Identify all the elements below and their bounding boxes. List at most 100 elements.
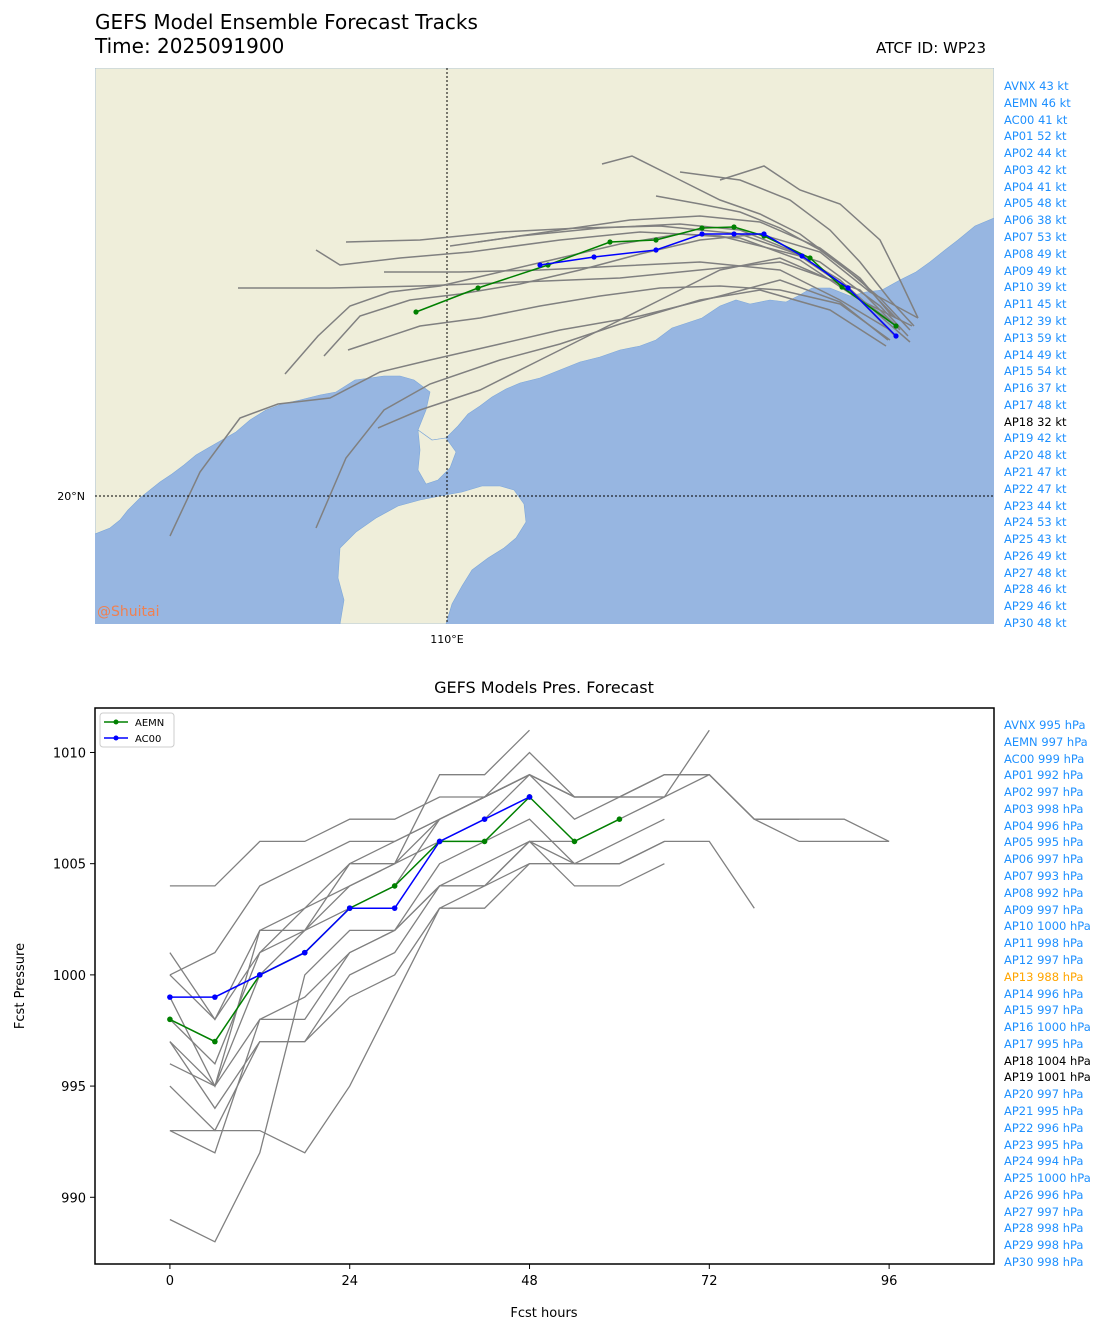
pressure-legend: AVNX 995 hPa AEMN 997 hPa AC00 999 hPa AP01… xyxy=(1004,717,1091,1271)
map-legend-item: AP04 41 kt xyxy=(1004,179,1067,194)
aemn-point xyxy=(481,838,488,845)
map-legend-item: AP18 32 kt xyxy=(1004,414,1067,429)
ac00-track-point xyxy=(537,262,543,268)
member-track xyxy=(315,289,887,529)
member-track xyxy=(384,261,891,331)
pressure-legend-item: AP30 998 hPa xyxy=(1004,1255,1084,1269)
map-legend-item: AP10 39 kt xyxy=(1004,280,1067,295)
ac00-track-point xyxy=(591,254,597,260)
map-legend-item: AP08 49 kt xyxy=(1004,246,1067,261)
lat-label: 20°N xyxy=(57,490,85,503)
map-legend-item: AP28 46 kt xyxy=(1004,582,1067,597)
pressure-legend-item: AP21 995 hPa xyxy=(1004,1103,1084,1118)
y-axis-label: Fcst Pressure xyxy=(13,943,28,1029)
member-track xyxy=(477,215,893,317)
member-track xyxy=(169,279,889,537)
pressure-legend-item: AVNX 995 hPa xyxy=(1004,718,1086,732)
series-legend: AEMN AC00 xyxy=(99,712,175,748)
map-legend-item: AP03 42 kt xyxy=(1004,162,1067,177)
aemn-track-point xyxy=(413,309,419,315)
map-legend-item: AP30 48 kt xyxy=(1004,616,1067,630)
map-legend-item: AP14 49 kt xyxy=(1004,347,1067,362)
ac00-point xyxy=(346,905,353,911)
ac00-track-point xyxy=(761,231,767,237)
member-line xyxy=(169,774,530,1021)
pressure-legend-item: AC00 999 hPa xyxy=(1004,751,1085,766)
legend-marker xyxy=(113,719,119,725)
aemn-track-point xyxy=(653,237,659,243)
ensemble-tracks xyxy=(169,155,919,537)
aemn-track-point xyxy=(475,285,481,291)
pressure-legend-item: AP19 1001 hPa xyxy=(1004,1070,1091,1085)
pressure-legend-item: AP04 996 hPa xyxy=(1004,818,1084,833)
pressure-legend-item: AP26 996 hPa xyxy=(1004,1187,1084,1202)
member-track xyxy=(345,225,909,337)
ac00-track-point xyxy=(845,285,851,291)
aemn-point xyxy=(616,816,623,822)
y-tick-label: 1000 xyxy=(53,969,86,984)
map-legend-item: AP25 43 kt xyxy=(1004,532,1067,547)
map-legend-item: AP17 48 kt xyxy=(1004,397,1067,412)
member-line xyxy=(169,818,665,1243)
ac00-track-point xyxy=(699,231,705,237)
ac00-track-point xyxy=(893,333,899,339)
x-tick-label: 0 xyxy=(166,1274,174,1289)
y-tick-label: 1010 xyxy=(53,746,86,761)
ac00-track-point xyxy=(653,247,659,253)
map-legend-item: AEMN 46 kt xyxy=(1004,95,1071,110)
pressure-legend-item: AP07 993 hPa xyxy=(1004,869,1084,884)
legend-label: AC00 xyxy=(135,734,161,745)
map-legend-item: AP22 47 kt xyxy=(1004,481,1067,496)
aemn-point xyxy=(391,883,398,889)
aemn-track-point xyxy=(893,323,899,329)
pressure-legend-item: AP28 998 hPa xyxy=(1004,1221,1084,1236)
pressure-legend-item: AP08 992 hPa xyxy=(1004,885,1084,900)
map-legend-item: AP02 44 kt xyxy=(1004,146,1067,161)
pressure-legend-item: AP27 997 hPa xyxy=(1004,1204,1084,1219)
map-legend-item: AP16 37 kt xyxy=(1004,381,1067,396)
map-legend-item: AP15 54 kt xyxy=(1004,364,1067,379)
pressure-legend-item: AP10 1000 hPa xyxy=(1004,919,1091,934)
pressure-legend-item: AP20 997 hPa xyxy=(1004,1087,1084,1102)
plot-frame xyxy=(94,707,995,1265)
pressure-chart-title: GEFS Models Pres. Forecast xyxy=(434,678,654,697)
forecast-time: Time: 2025091900 xyxy=(95,34,285,58)
aemn-point xyxy=(571,838,578,845)
member-track xyxy=(323,233,919,357)
watermark: @Shuitai xyxy=(97,604,159,620)
aemn-point xyxy=(167,1016,173,1023)
legend-marker xyxy=(113,735,119,741)
member-track xyxy=(347,285,891,351)
chart-title: GEFS Model Ensemble Forecast Tracks xyxy=(95,10,478,34)
map-legend-item: AP07 53 kt xyxy=(1004,230,1067,245)
pressure-legend-item: AP17 995 hPa xyxy=(1004,1036,1084,1051)
hainan-island xyxy=(337,485,527,624)
pressure-legend-item: AP14 996 hPa xyxy=(1004,986,1084,1001)
ac00-line xyxy=(169,796,530,998)
pressure-legend-item: AP22 996 hPa xyxy=(1004,1120,1084,1135)
member-line xyxy=(169,773,890,976)
map-intensity-legend: AVNX 43 kt AEMN 46 kt AC00 41 kt AP01 52 kt… xyxy=(1004,78,1071,632)
x-axis-label: Fcst hours xyxy=(510,1306,577,1321)
map-legend-item: AP24 53 kt xyxy=(1004,515,1067,530)
aemn-track-point xyxy=(839,284,845,290)
map-legend-item: AP12 39 kt xyxy=(1004,313,1067,328)
pressure-legend-item: AP25 1000 hPa xyxy=(1004,1171,1091,1186)
pressure-legend-item: AP15 997 hPa xyxy=(1004,1003,1084,1018)
pressure-legend-item: AP02 997 hPa xyxy=(1004,785,1084,800)
x-tick-label: 48 xyxy=(521,1274,538,1289)
y-tick-label: 1005 xyxy=(53,858,86,873)
aemn-track-point xyxy=(699,225,705,231)
member-track xyxy=(315,231,896,337)
member-track xyxy=(284,233,913,375)
aemn-track-point xyxy=(807,255,813,261)
member-lines xyxy=(169,729,890,1243)
legend-label: AEMN xyxy=(135,718,164,729)
lon-label: 110°E xyxy=(430,633,463,646)
member-line xyxy=(169,840,665,1154)
map-legend-item: AP05 48 kt xyxy=(1004,196,1067,211)
aemn-track-point xyxy=(731,224,737,230)
map-legend-item: AP01 52 kt xyxy=(1004,129,1067,144)
map-legend-item: AP11 45 kt xyxy=(1004,297,1067,312)
